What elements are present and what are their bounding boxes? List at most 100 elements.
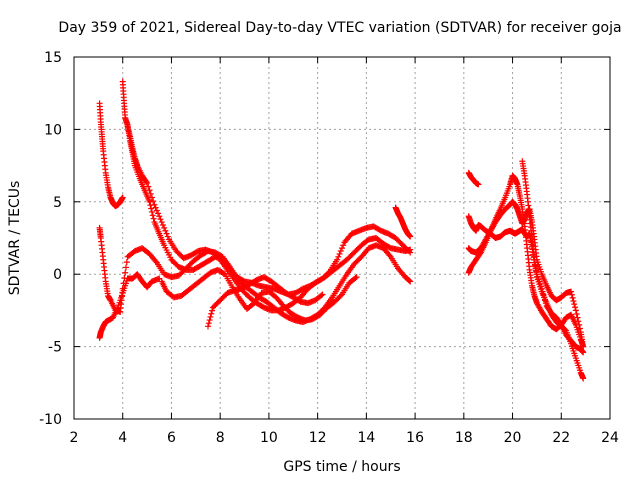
data-point	[406, 248, 412, 255]
data-point	[158, 219, 165, 226]
x-axis-tick-labels: 2 4 6 8 10 12 14 16 18 20 22 24	[70, 430, 619, 446]
series-track-c	[124, 123, 414, 314]
data-point	[580, 349, 587, 356]
data-point	[150, 198, 157, 205]
data-point	[407, 278, 414, 285]
data-point	[580, 375, 587, 382]
series-track-g	[205, 274, 326, 330]
data-point	[205, 323, 211, 330]
y-tick-label: 15	[44, 50, 62, 66]
y-tick-label: 10	[44, 122, 62, 138]
x-tick-label: 14	[357, 430, 375, 446]
data-point	[148, 194, 155, 201]
series-track-h	[392, 204, 414, 240]
axis-ticks	[73, 56, 611, 420]
x-tick-label: 12	[309, 430, 327, 446]
x-tick-label: 10	[260, 430, 278, 446]
x-tick-label: 22	[552, 430, 570, 446]
data-point	[337, 248, 344, 255]
data-point	[156, 213, 163, 220]
data-point	[353, 274, 360, 281]
data-point	[335, 253, 342, 260]
data-point	[153, 207, 160, 214]
y-tick-label: -10	[39, 412, 62, 428]
data-point	[163, 230, 170, 237]
data-point	[148, 208, 155, 215]
data-point	[575, 318, 582, 325]
data-point	[572, 304, 579, 311]
y-tick-label: -5	[48, 340, 62, 356]
data-point	[573, 311, 580, 318]
series-track-l	[465, 169, 482, 188]
x-tick-label: 6	[167, 430, 176, 446]
data-point	[206, 317, 213, 324]
chart-title: Day 359 of 2021, Sidereal Day-to-day VTE…	[58, 20, 621, 36]
data-point	[574, 314, 581, 321]
x-tick-label: 16	[406, 430, 424, 446]
data-point	[576, 325, 583, 332]
x-tick-label: 4	[118, 430, 127, 446]
y-axis-tick-labels: -10 -5 0 5 10 15	[39, 50, 62, 428]
data-point	[576, 321, 583, 328]
data-point	[580, 343, 587, 350]
data-point	[339, 245, 345, 252]
data-point	[119, 194, 126, 201]
data-series	[96, 78, 587, 382]
data-point	[161, 224, 168, 231]
data-point	[318, 292, 325, 299]
data-point	[146, 198, 153, 205]
data-point	[152, 204, 159, 211]
data-point	[340, 242, 347, 249]
data-point	[407, 233, 414, 240]
data-point	[475, 181, 482, 188]
data-point	[122, 269, 129, 276]
x-tick-label: 18	[455, 430, 473, 446]
data-point	[572, 307, 579, 314]
x-axis-label: GPS time / hours	[283, 459, 400, 475]
data-point	[209, 307, 216, 314]
data-point	[143, 178, 150, 185]
data-point	[205, 320, 212, 327]
data-point	[162, 227, 169, 234]
data-point	[336, 250, 343, 257]
series-track-m	[519, 158, 587, 382]
data-point	[570, 297, 577, 304]
data-point	[352, 275, 359, 282]
data-point	[569, 294, 576, 301]
data-point	[337, 292, 344, 299]
data-point	[151, 201, 158, 208]
data-point	[148, 205, 155, 212]
data-point	[149, 212, 156, 219]
data-point	[325, 269, 332, 276]
data-point	[568, 291, 575, 298]
data-point	[208, 310, 215, 317]
x-tick-label: 24	[601, 430, 619, 446]
data-point	[319, 291, 326, 298]
series-track-a	[96, 100, 126, 210]
data-point	[146, 187, 153, 194]
data-point	[568, 288, 575, 295]
x-tick-label: 8	[216, 430, 225, 446]
x-tick-label: 2	[70, 430, 79, 446]
data-point	[159, 221, 166, 228]
y-axis-label: SDTVAR / TECUs	[7, 181, 23, 296]
y-tick-label: 5	[53, 195, 62, 211]
x-tick-label: 20	[504, 430, 522, 446]
series-track-e	[96, 271, 163, 341]
data-point	[155, 210, 162, 217]
data-point	[406, 277, 413, 284]
plot-frame	[73, 56, 611, 420]
data-point	[150, 215, 157, 222]
data-point	[407, 249, 414, 256]
data-point	[122, 264, 129, 271]
data-point	[147, 190, 154, 197]
data-point	[571, 301, 578, 308]
data-point	[123, 259, 130, 266]
y-tick-label: 0	[53, 267, 62, 283]
data-point	[144, 179, 151, 186]
data-point	[164, 233, 171, 240]
series-track-j	[465, 172, 587, 350]
series-track-b	[119, 78, 414, 298]
data-point	[145, 183, 152, 190]
